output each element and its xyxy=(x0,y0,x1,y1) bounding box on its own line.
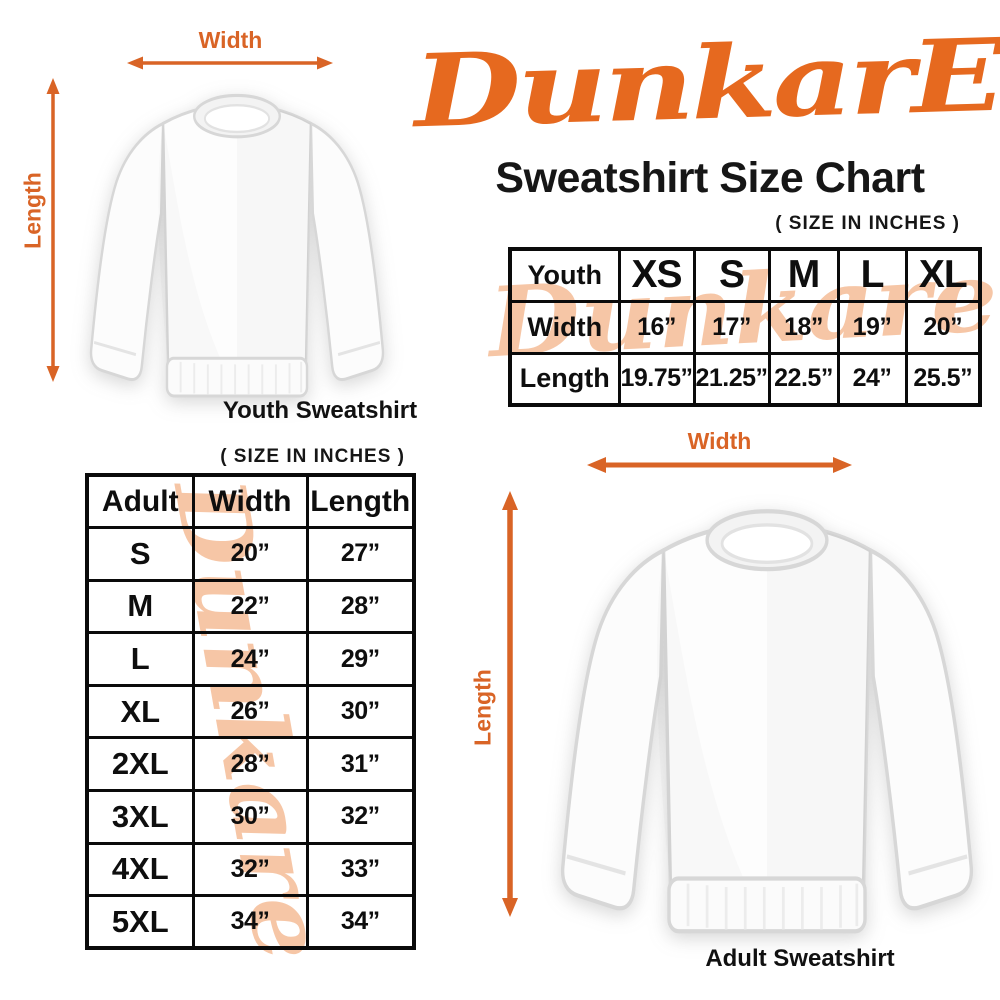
adult-sweatshirt-caption: Adult Sweatshirt xyxy=(705,945,895,972)
youth-length-value: 24” xyxy=(836,351,908,407)
youth-size-header-xs: XS xyxy=(617,247,696,303)
youth-width-value: 19” xyxy=(836,299,908,355)
adult-width-label: Width xyxy=(687,428,752,454)
brand-logo: DunkarE xyxy=(411,15,1000,151)
youth-size-header-xl: XL xyxy=(904,247,982,303)
youth-length-row-header: Length xyxy=(508,351,621,407)
adult-sweatshirt-image xyxy=(522,445,1000,955)
adult-size-label: 2XL xyxy=(85,736,195,793)
youth-size-note: ( SIZE IN INCHES ) xyxy=(775,213,960,234)
adult-table-container: Dunkare Adult Width Length S 20” 27” M 2… xyxy=(85,470,416,969)
youth-width-value: 16” xyxy=(617,299,696,355)
youth-size-table: Youth XS S M L XL Width 16” 17” 18” 19” … xyxy=(508,247,982,407)
youth-length-value: 25.5” xyxy=(904,351,982,407)
adult-width-value: 28” xyxy=(191,736,309,793)
adult-width-value: 22” xyxy=(191,578,309,635)
table-row: M 22” 28” xyxy=(85,578,416,635)
youth-width-arrow-icon xyxy=(127,56,333,70)
adult-size-label: 4XL xyxy=(85,841,195,898)
adult-length-value: 32” xyxy=(305,789,416,845)
youth-size-header-s: S xyxy=(692,247,771,303)
youth-width-value: 20” xyxy=(904,299,982,355)
youth-length-label: Length xyxy=(19,172,46,249)
youth-table-corner-cell: Youth xyxy=(508,247,621,303)
table-row: S 20” 27” xyxy=(85,526,416,582)
youth-width-value: 17” xyxy=(692,299,771,355)
table-row: L 24” 29” xyxy=(85,631,416,687)
table-row: XL 26” 30” xyxy=(85,683,416,740)
adult-size-label: S xyxy=(85,526,195,582)
youth-length-value: 19.75” xyxy=(617,351,696,407)
adult-width-column-header: Width xyxy=(191,473,309,530)
youth-width-value: 18” xyxy=(767,299,840,355)
adult-size-label: M xyxy=(85,578,195,635)
adult-width-value: 34” xyxy=(191,894,309,950)
table-row: 2XL 28” 31” xyxy=(85,736,416,793)
youth-size-header-m: M xyxy=(767,247,840,303)
adult-length-column-header: Length xyxy=(305,473,416,530)
table-row: Adult Width Length xyxy=(85,473,416,530)
adult-length-value: 27” xyxy=(305,526,416,582)
adult-length-value: 30” xyxy=(305,683,416,740)
adult-size-label: XL xyxy=(85,683,195,740)
table-row: Width 16” 17” 18” 19” 20” xyxy=(508,299,982,355)
youth-length-value: 22.5” xyxy=(767,351,840,407)
adult-length-value: 33” xyxy=(305,841,416,898)
adult-width-arrow-icon xyxy=(587,457,852,473)
adult-width-value: 20” xyxy=(191,526,309,582)
youth-size-header-l: L xyxy=(836,247,908,303)
adult-table-corner-cell: Adult xyxy=(85,473,195,530)
youth-length-arrow-icon xyxy=(46,78,60,382)
adult-width-value: 24” xyxy=(191,631,309,687)
adult-size-table: Adult Width Length S 20” 27” M 22” 28” L… xyxy=(85,473,416,951)
adult-width-value: 32” xyxy=(191,841,309,898)
table-row: 4XL 32” 33” xyxy=(85,841,416,898)
adult-length-value: 29” xyxy=(305,631,416,687)
adult-size-label: 5XL xyxy=(85,894,195,950)
youth-length-value: 21.25” xyxy=(692,351,771,407)
table-row: 5XL 34” 34” xyxy=(85,894,416,950)
youth-sweatshirt-caption: Youth Sweatshirt xyxy=(222,397,418,424)
table-row: Length 19.75” 21.25” 22.5” 24” 25.5” xyxy=(508,351,982,407)
adult-size-note: ( SIZE IN INCHES ) xyxy=(220,446,405,467)
adult-size-label: L xyxy=(85,631,195,687)
adult-length-value: 31” xyxy=(305,736,416,793)
youth-table-container: Dunkare Youth XS S M L XL Width 16” 17” … xyxy=(486,240,1000,407)
adult-length-value: 28” xyxy=(305,578,416,635)
adult-width-value: 30” xyxy=(191,789,309,845)
adult-length-arrow-icon xyxy=(502,491,518,917)
table-row: Youth XS S M L XL xyxy=(508,247,982,303)
youth-width-row-header: Width xyxy=(508,299,621,355)
adult-length-label: Length xyxy=(469,669,496,746)
adult-size-label: 3XL xyxy=(85,789,195,845)
adult-length-value: 34” xyxy=(305,894,416,950)
adult-width-value: 26” xyxy=(191,683,309,740)
youth-width-label: Width xyxy=(198,27,263,53)
table-row: 3XL 30” 32” xyxy=(85,789,416,845)
page-title: Sweatshirt Size Chart xyxy=(495,154,925,202)
